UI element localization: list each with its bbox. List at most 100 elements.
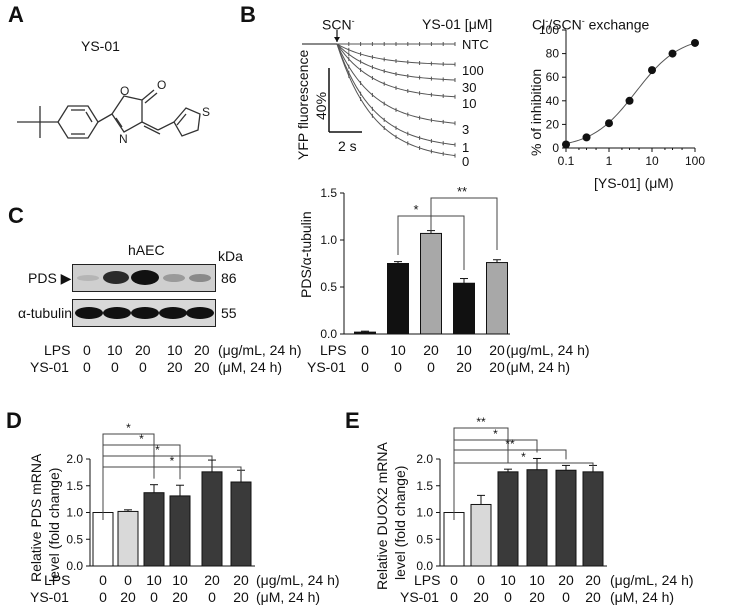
- y-tick-label: 1.5: [416, 479, 433, 493]
- blot-tubulin: [72, 299, 216, 327]
- d-lps-val: 20: [204, 572, 220, 588]
- kinetics-legend-title: YS-01 [μM]: [422, 16, 493, 32]
- e-lps-val: 20: [585, 572, 601, 588]
- blot-ys-val: 0: [83, 359, 91, 375]
- y-tick-label: 60: [546, 70, 560, 84]
- y-tick-label: 20: [546, 117, 560, 131]
- y-tick-label: 1.0: [416, 506, 433, 520]
- c-lps-val: 0: [361, 342, 369, 358]
- d-lps-val: 20: [233, 572, 249, 588]
- y-tick-label: 1.5: [320, 186, 337, 200]
- sig-star: *: [493, 427, 498, 441]
- blot-ys-unit: (μM, 24 h): [218, 359, 283, 375]
- bar: [526, 469, 548, 567]
- svg-text:O: O: [157, 78, 166, 92]
- dose-title: Cl-/SCN- exchange: [532, 16, 650, 33]
- y-tick-label: 0.0: [320, 327, 337, 341]
- data-point: [648, 66, 656, 75]
- bar: [470, 503, 492, 567]
- c-ys-val: 0: [394, 359, 402, 375]
- d-ys-val: 0: [208, 589, 216, 605]
- d-lps-unit: (μg/mL, 24 h): [256, 572, 340, 588]
- sig-bracket: [102, 466, 242, 520]
- d-ys-val: 0: [150, 589, 158, 605]
- d-lps-label: LPS: [44, 572, 71, 588]
- bar: [555, 469, 577, 567]
- band: [131, 307, 159, 319]
- bar: [582, 471, 604, 567]
- x-tick-label: 100: [685, 154, 705, 168]
- blot-lps-val: 0: [83, 342, 91, 358]
- y-tick-label: 1.0: [66, 506, 83, 520]
- c-lps-val: 10: [390, 342, 406, 358]
- blot-row-pds: PDS ▶: [28, 270, 72, 286]
- band: [75, 307, 103, 319]
- sig-star: *: [139, 432, 144, 446]
- blot-ys-label: YS-01: [30, 359, 69, 375]
- chemical-structure: O O N S: [17, 78, 210, 146]
- y-tick-label: 2.0: [416, 452, 433, 466]
- data-point: [625, 96, 634, 105]
- band: [189, 274, 211, 282]
- c-ys-val: 20: [489, 359, 505, 375]
- blot-ys-val: 0: [139, 359, 147, 375]
- c-lps-val: 20: [423, 342, 439, 358]
- sig-star: *: [126, 421, 131, 435]
- data-point: [691, 38, 699, 47]
- svg-text:S: S: [202, 105, 210, 119]
- blot-ys-val: 20: [194, 359, 210, 375]
- band: [159, 307, 187, 319]
- x-tick-label: 0.1: [558, 154, 575, 168]
- sig-bracket: [430, 215, 465, 270]
- e-lps-val: 20: [558, 572, 574, 588]
- y-tick-label: 0.5: [416, 532, 433, 546]
- panel-label-d: D: [6, 408, 22, 433]
- d-ys-unit: (μM, 24 h): [256, 589, 321, 605]
- blot-kda-label: kDa: [218, 248, 243, 264]
- y-tick-label: 1.5: [66, 479, 83, 493]
- sig-bracket: [453, 462, 594, 520]
- data-point: [582, 133, 591, 142]
- svg-text:N: N: [119, 132, 128, 146]
- panel-label-a: A: [8, 2, 24, 27]
- d-ys-val: 20: [120, 589, 136, 605]
- d-lps-val: 10: [146, 572, 162, 588]
- e-lps-val: 0: [477, 572, 485, 588]
- curve-label: 3: [462, 122, 469, 137]
- e-lps-val: 0: [450, 572, 458, 588]
- blot-row-tubulin: α-tubulin ▶: [18, 305, 87, 321]
- c-lps-val: 10: [456, 342, 472, 358]
- blot-lps-val: 10: [167, 342, 183, 358]
- blot-kda-55: 55: [221, 305, 237, 321]
- d-ys-val: 0: [99, 589, 107, 605]
- e-ys-val: 20: [529, 589, 545, 605]
- scn-arrowhead: [334, 37, 340, 42]
- c-lps-unit: (μg/mL, 24 h): [506, 342, 590, 358]
- svg-text:O: O: [120, 84, 129, 98]
- blot-lps-label: LPS: [44, 342, 71, 358]
- sig-star: **: [457, 184, 467, 199]
- panel-label-b: B: [240, 2, 256, 27]
- band: [77, 275, 99, 281]
- c-ys-val: 0: [427, 359, 435, 375]
- y-tick-label: 100: [539, 23, 559, 37]
- d-ys-label: YS-01: [30, 589, 69, 605]
- dose-xlabel: [YS-01] (μM): [594, 175, 674, 191]
- y-tick-label: 0.5: [320, 280, 337, 294]
- c-ys-val: 20: [456, 359, 472, 375]
- blot-ys-val: 0: [111, 359, 119, 375]
- band: [186, 307, 214, 319]
- scn-marker: SCN-: [322, 16, 355, 33]
- panel-label-c: C: [8, 203, 24, 228]
- sig-star: *: [413, 202, 418, 217]
- e-ys-label: YS-01: [400, 589, 439, 605]
- c-lps-val: 20: [489, 342, 505, 358]
- blot-ys-val: 20: [167, 359, 183, 375]
- e-lps-val: 10: [500, 572, 516, 588]
- band: [103, 307, 131, 319]
- y-tick-label: 80: [546, 47, 560, 61]
- dose-response-chart: 0 20 40 60 80 100 0.1 1 10 100: [539, 23, 705, 168]
- curve-label: 10: [462, 96, 476, 111]
